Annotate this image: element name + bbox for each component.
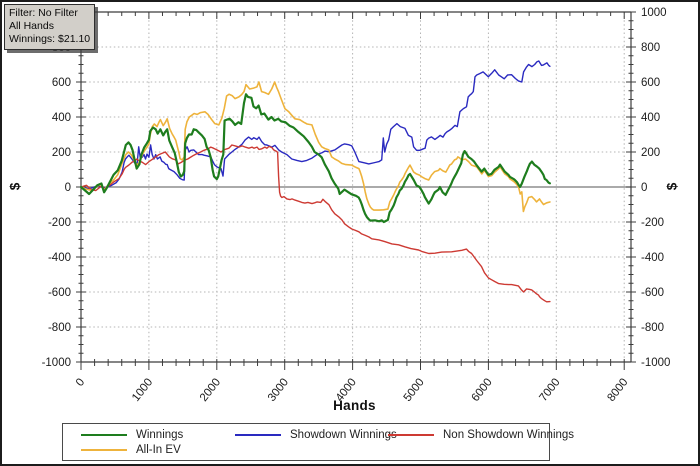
x-axis-title: Hands: [333, 398, 376, 413]
svg-text:-400: -400: [48, 252, 71, 264]
svg-text:-600: -600: [641, 287, 664, 299]
svg-text:-400: -400: [641, 252, 664, 264]
svg-text:0: 0: [74, 376, 87, 388]
svg-text:200: 200: [641, 147, 660, 159]
legend-label: Non Showdown Winnings: [443, 429, 575, 441]
winnings-line-swatch: [81, 434, 127, 436]
svg-text:-1000: -1000: [42, 357, 71, 369]
legend-label: Showdown Winnings: [290, 429, 397, 441]
svg-text:400: 400: [641, 112, 660, 124]
svg-text:-1000: -1000: [641, 357, 670, 369]
legend-box: Winnings All-In EV Showdown Winnings Non…: [62, 423, 574, 461]
svg-text:-200: -200: [48, 217, 71, 229]
svg-text:800: 800: [641, 42, 660, 54]
allin-ev-line-swatch: [81, 449, 127, 451]
legend-item-allin-ev: All-In EV: [81, 444, 181, 456]
svg-text:600: 600: [52, 77, 71, 89]
legend-item-winnings: Winnings: [81, 429, 183, 441]
legend-label: All-In EV: [136, 444, 181, 456]
tooltip-filter-line: Filter: No Filter: [9, 7, 78, 19]
svg-text:600: 600: [641, 77, 660, 89]
svg-text:-800: -800: [48, 322, 71, 334]
non-showdown-line-swatch: [388, 434, 434, 436]
showdown-line-swatch: [235, 434, 281, 436]
legend-item-non-showdown: Non Showdown Winnings: [388, 429, 574, 441]
y-axis-title-left: $: [7, 182, 23, 191]
svg-text:400: 400: [52, 112, 71, 124]
tooltip-hands-line: All Hands: [9, 20, 54, 32]
svg-text:-600: -600: [48, 287, 71, 299]
svg-text:-200: -200: [641, 217, 664, 229]
svg-text:-800: -800: [641, 322, 664, 334]
svg-text:0: 0: [65, 182, 71, 194]
svg-text:0: 0: [641, 182, 647, 194]
legend-item-showdown: Showdown Winnings: [235, 429, 397, 441]
filter-tooltip: Filter: No Filter All Hands Winnings: $2…: [4, 4, 96, 50]
svg-text:200: 200: [52, 147, 71, 159]
legend-label: Winnings: [136, 429, 184, 441]
y-axis-title-right: $: [664, 182, 680, 191]
svg-text:1000: 1000: [641, 7, 667, 19]
tooltip-winnings-line: Winnings: $21.10: [9, 33, 91, 45]
